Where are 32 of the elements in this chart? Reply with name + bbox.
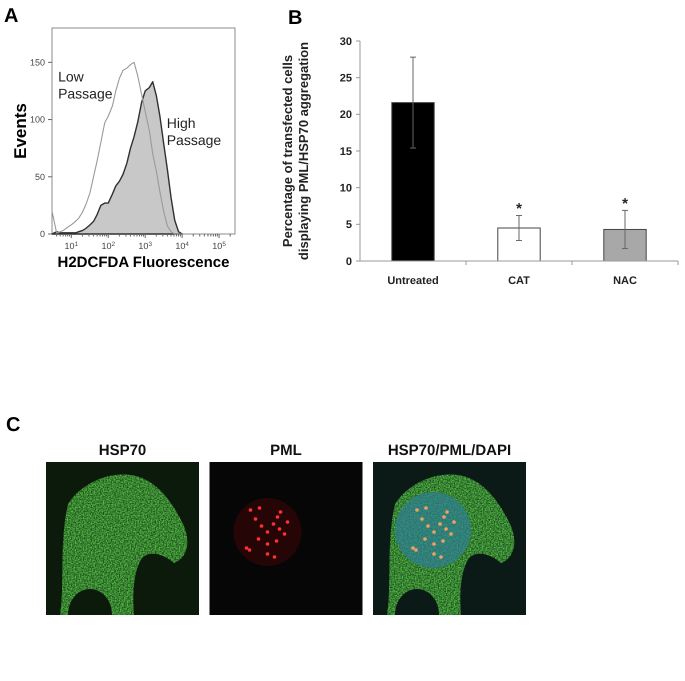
text: C [6,414,20,436]
y-axis-title: Events [11,103,30,159]
y-tick-label: 15 [340,146,352,158]
x-axis-title: H2DCFDA Fluorescence [58,254,230,271]
x-tick-label: 10$^{1}$ [64,240,79,251]
y-axis-title: Percentage of transfected cells displaying PML/HSP70 aggregation [280,42,311,260]
y-tick-label: 10 [340,182,352,195]
text: HSP70/PML/DAPI [388,442,512,459]
annotation: * [516,200,522,218]
chart-title: A [4,5,18,27]
x-tick-label: Untreated [387,275,439,287]
text: HSP70 [98,442,146,459]
y-tick-label: 20 [340,109,352,122]
y-tick-label: 150 [30,57,45,68]
y-tick-label: 100 [30,114,45,125]
chart-title: B [288,7,302,29]
series-label: High Passage [166,114,222,148]
y-tick-label: 25 [340,72,352,85]
annotation: * [622,195,628,212]
text: PML [270,442,302,459]
x-tick-label: 10$^{3}$ [138,240,152,251]
x-tick-label: 10$^{5}$ [212,240,226,251]
y-tick-label: 0 [40,229,45,240]
series-label: Low Passage [58,68,113,102]
x-tick-label: 10$^{2}$ [101,240,116,251]
y-tick-label: 50 [34,172,45,182]
y-tick-label: 5 [346,219,352,232]
x-tick-label: NAC [613,275,637,287]
y-tick-label: 30 [340,36,352,48]
y-tick-label: 0 [346,256,352,268]
x-tick-label: 10$^{4}$ [175,240,190,251]
x-tick-label: CAT [508,275,530,287]
